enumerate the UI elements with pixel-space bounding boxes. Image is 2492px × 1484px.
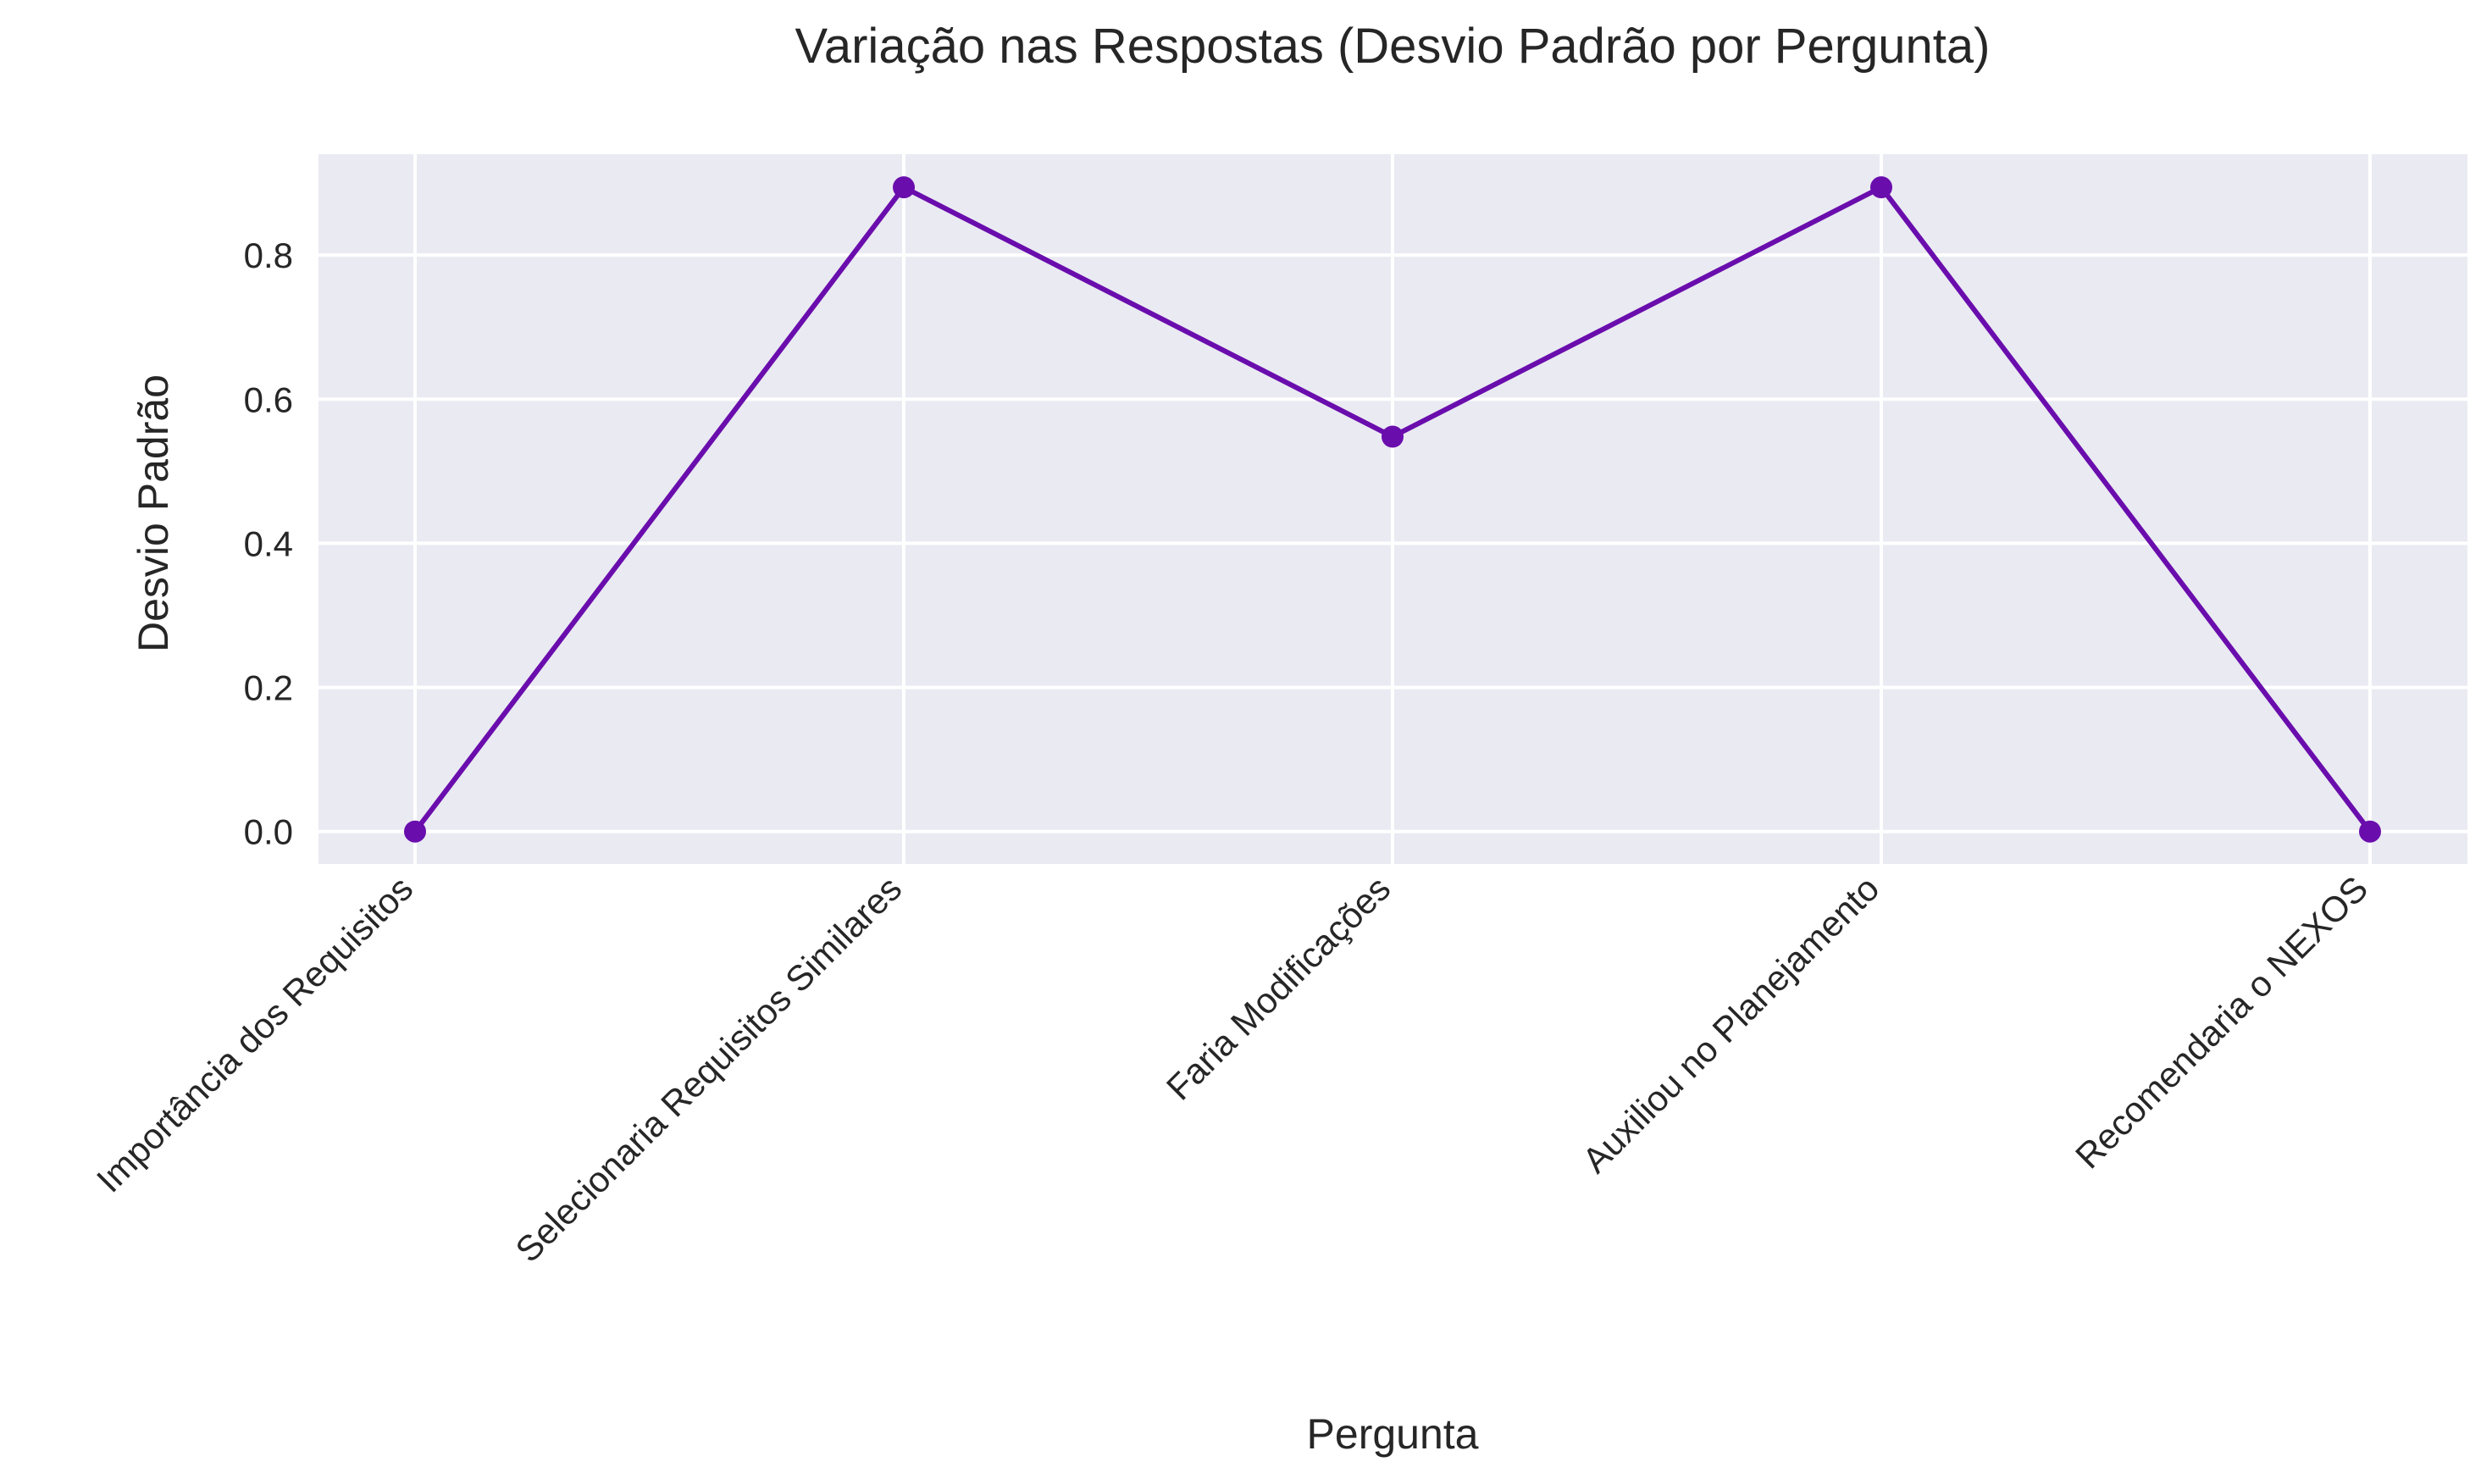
data-point (893, 176, 915, 199)
chart-title: Variação nas Respostas (Desvio Padrão po… (795, 19, 1990, 74)
x-tick-label: Faria Modificações (1159, 868, 1398, 1107)
y-tick-label: 0.2 (244, 668, 293, 708)
series (404, 176, 2381, 843)
data-point (1382, 425, 1404, 448)
x-tick-label: Recomendaria o NEXOS (2068, 868, 2375, 1176)
data-point (1870, 176, 1892, 199)
y-tick-label: 0.8 (244, 235, 293, 275)
data-point (404, 820, 426, 843)
y-tick-label: 0.0 (244, 812, 293, 852)
grid (318, 154, 2467, 864)
x-axis-ticks: Importância dos Requisitos Selecionaria R… (89, 868, 2375, 1270)
y-axis-label: Desvio Padrão (130, 374, 177, 652)
y-tick-label: 0.4 (244, 523, 293, 563)
x-tick-label: Selecionaria Requisitos Similares (507, 868, 909, 1270)
x-tick-label: Auxiliou no Planejamento (1575, 868, 1886, 1180)
y-axis-ticks: 0.0 0.2 0.4 0.6 0.8 (244, 235, 293, 852)
data-point (2359, 820, 2381, 843)
y-tick-label: 0.6 (244, 379, 293, 419)
x-tick-label: Importância dos Requisitos (89, 868, 420, 1199)
x-axis-label: Pergunta (1307, 1410, 1479, 1458)
